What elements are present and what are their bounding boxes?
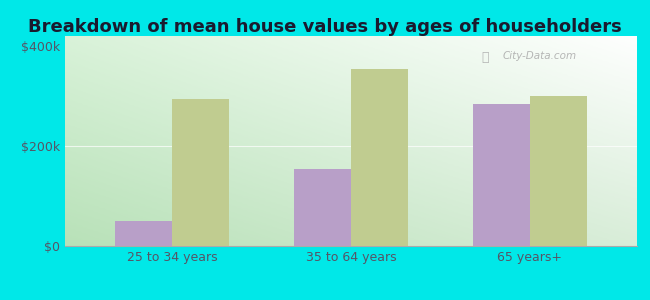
Bar — [115, 221, 172, 246]
Text: ⓘ: ⓘ — [482, 51, 489, 64]
Bar — [351, 68, 408, 246]
Text: City-Data.com: City-Data.com — [502, 51, 577, 61]
Bar — [294, 169, 351, 246]
Bar — [473, 103, 530, 246]
Text: Breakdown of mean house values by ages of householders: Breakdown of mean house values by ages o… — [28, 18, 622, 36]
Bar — [172, 98, 229, 246]
Bar — [530, 96, 587, 246]
